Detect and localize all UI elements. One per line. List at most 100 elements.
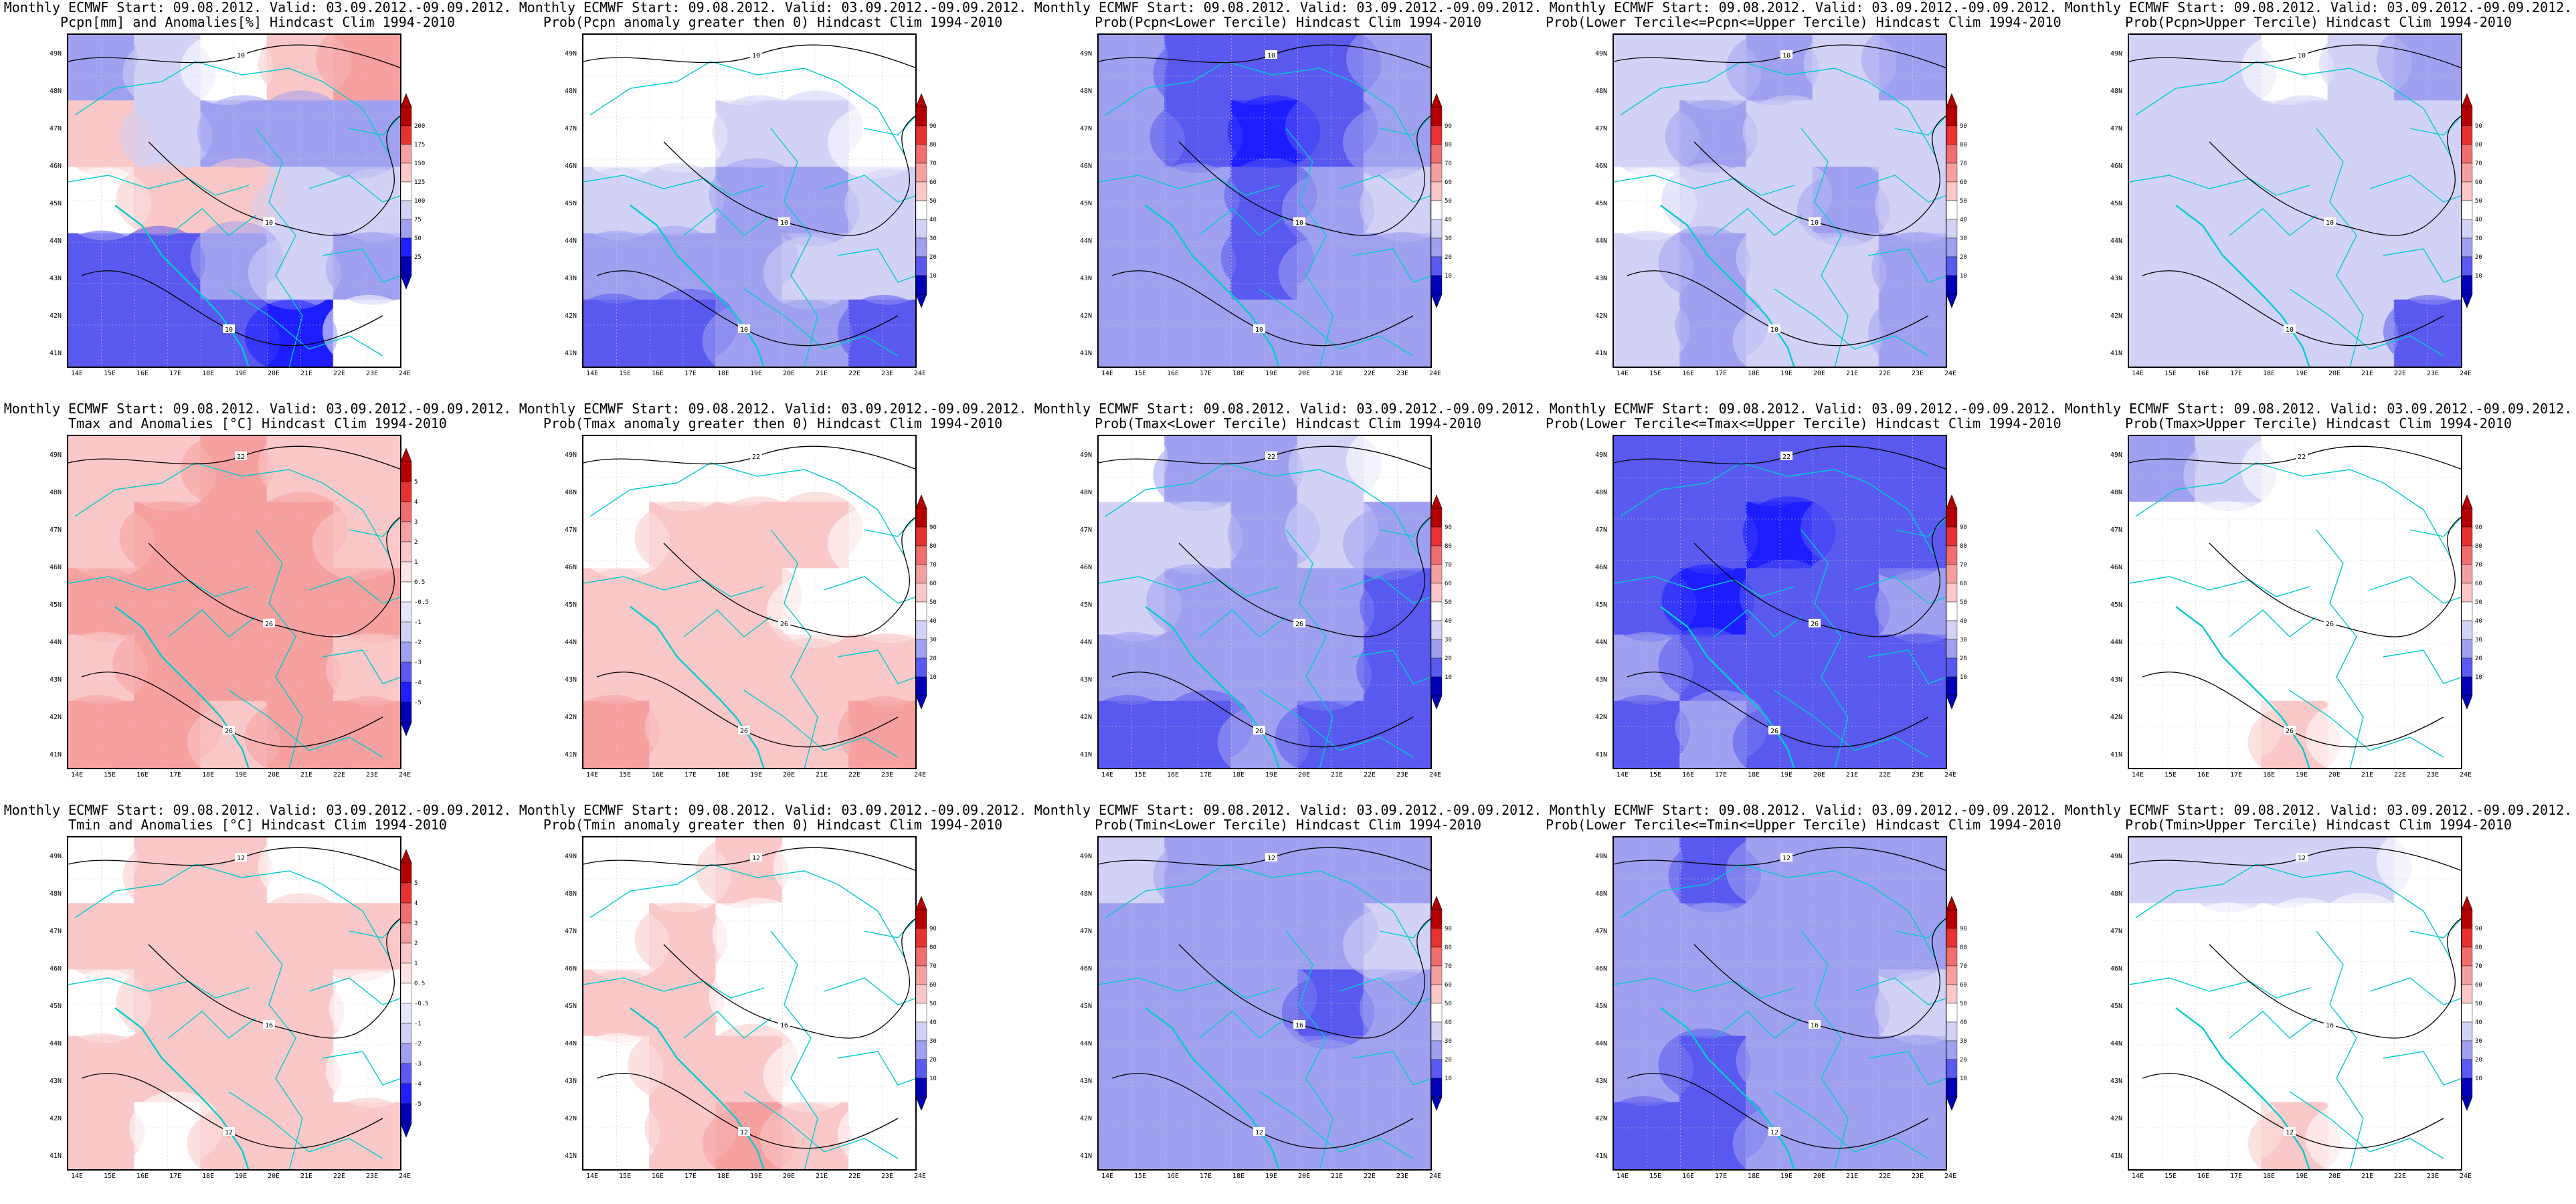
field-blob (1359, 971, 1431, 1045)
lon-tick-label: 19E (235, 370, 248, 377)
panel-title: Monthly ECMWF Start: 09.08.2012. Valid: … (515, 401, 1030, 431)
lat-tick-label: 48N (1080, 890, 1093, 898)
lat-tick-label: 48N (565, 890, 577, 898)
lat-tick-label: 42N (1080, 1115, 1093, 1122)
colorbar-tick-label: 60 (2475, 179, 2482, 186)
contour-line (2209, 516, 2461, 637)
colorbar-arrow-top (1431, 93, 1443, 108)
field-blob (312, 106, 400, 179)
lat-tick-label: 49N (1080, 452, 1093, 459)
lon-tick-label: 15E (2165, 1173, 2177, 1180)
colorbar-tick-label: 90 (1960, 123, 1967, 130)
colorbar-tick-label: 70 (1445, 562, 1452, 569)
contour-label-bg (263, 217, 275, 226)
colorbar-segment (1946, 545, 1958, 565)
lon-tick-label: 24E (914, 370, 927, 377)
colorbar-tick-label: -0.5 (414, 1001, 429, 1007)
field-blob (1281, 976, 1375, 1049)
lat-tick-label: 47N (1595, 928, 1608, 935)
lon-tick-label: 21E (1846, 1173, 1859, 1180)
lon-tick-label: 22E (1364, 370, 1376, 377)
field-blob (2305, 299, 2399, 367)
panel-title-line2: Pcpn[mm] and Anomalies[%] Hindcast Clim … (60, 14, 455, 30)
colorbar-tick-label: 70 (929, 562, 937, 569)
field-blob (1342, 507, 1431, 581)
colorbar-tick-label: 175 (414, 142, 425, 148)
country-border (2383, 1051, 2461, 1086)
colorbar-tick-label: 80 (929, 543, 937, 550)
colorbar-segment (915, 275, 927, 295)
colorbar-tick-label: 25 (414, 254, 422, 261)
lat-tick-label: 46N (1080, 564, 1093, 571)
colorbar-segment (2461, 125, 2473, 145)
country-border (1714, 609, 1802, 637)
contour-label-bg (738, 324, 750, 333)
contour-label: 10 (780, 219, 788, 227)
field-blob (1359, 169, 1431, 242)
contour-line (148, 115, 400, 236)
lon-tick-label: 18E (2263, 1173, 2276, 1180)
lat-tick-label: 41N (1595, 350, 1608, 357)
colorbar-segment (400, 601, 412, 623)
colorbar-segment (1946, 928, 1958, 948)
colorbar-tick-label: 10 (2475, 273, 2482, 280)
colorbar-tick-label: 20 (2475, 254, 2482, 261)
lon-tick-label: 15E (1649, 370, 1662, 377)
field-blob (1356, 1034, 1431, 1108)
contour-line (663, 516, 915, 637)
country-border (1105, 61, 1420, 156)
lon-tick-label: 23E (1396, 1173, 1409, 1180)
colorbar-segment (1431, 1059, 1443, 1079)
field-blob (315, 837, 400, 899)
panel-title: Monthly ECMWF Start: 09.08.2012. Valid: … (515, 0, 1030, 29)
country-border (1099, 977, 1280, 999)
colorbar-segment (2461, 508, 2473, 528)
field-blob (766, 575, 860, 648)
colorbar-segment (1946, 909, 1958, 929)
colorbar-tick-label: 30 (1960, 1038, 1967, 1045)
colorbar-tick-label: 20 (2475, 1057, 2482, 1064)
lat-tick-label: 42N (1595, 714, 1608, 721)
colorbar-segment (1431, 256, 1443, 276)
lon-tick-label: 18E (1748, 1173, 1760, 1180)
country-border (770, 529, 818, 768)
lat-tick-label: 47N (1080, 125, 1093, 132)
lat-tick-label: 45N (1595, 200, 1608, 207)
field-blob (1356, 633, 1431, 706)
field-blob (2180, 100, 2274, 173)
colorbar-tick-label: 90 (1960, 524, 1967, 531)
colorbar-segment (1431, 545, 1443, 565)
field-blob (1665, 902, 1758, 976)
lon-tick-label: 20E (1298, 1173, 1311, 1180)
colorbar-tick-label: 50 (1960, 599, 1967, 606)
colorbar-segment (400, 1043, 412, 1064)
colorbar-tick-label: 60 (1960, 581, 1967, 587)
contour-label-bg (1253, 726, 1265, 734)
lat-tick-label: 47N (2110, 125, 2123, 132)
colorbar-tick-label: 10 (1960, 273, 1967, 280)
colorbar-arrow-top (915, 494, 927, 509)
colorbar-segment (1431, 163, 1443, 183)
panel-title-line1: Monthly ECMWF Start: 09.08.2012. Valid: … (519, 401, 1027, 417)
field-blob (2386, 231, 2461, 305)
panel-title-line1: Monthly ECMWF Start: 09.08.2012. Valid: … (519, 0, 1027, 15)
field-blob (2376, 436, 2461, 498)
map-panel: Monthly ECMWF Start: 09.08.2012. Valid: … (515, 0, 1030, 401)
field-blob (1790, 299, 1883, 367)
country-border (322, 1051, 400, 1086)
lon-tick-label: 14E (1101, 370, 1114, 377)
lon-tick-label: 21E (300, 1173, 313, 1180)
contour-label: 26 (1811, 621, 1819, 628)
country-border (322, 649, 400, 684)
field-blob (583, 293, 660, 367)
colorbar-arrow-top (400, 849, 412, 864)
colorbar-segment (400, 521, 412, 542)
colorbar-segment (2461, 181, 2473, 201)
field-blob (1867, 294, 1946, 367)
colorbar-segment (400, 942, 412, 964)
colorbar-tick-label: 70 (1960, 963, 1967, 970)
colorbar-tick-label: 20 (929, 1057, 937, 1064)
lon-tick-label: 14E (2132, 1173, 2144, 1180)
colorbar-segment (1431, 526, 1443, 546)
lon-tick-label: 22E (333, 370, 346, 377)
